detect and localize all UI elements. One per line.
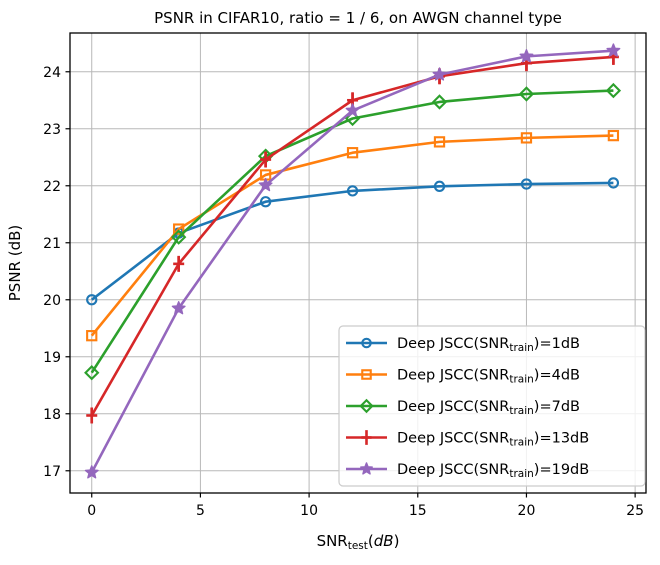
y-tick-label-21: 21 bbox=[43, 236, 61, 252]
y-tick-label-19: 19 bbox=[43, 350, 61, 366]
legend-entry-3: Deep JSCC(SNRtrain)=7dB bbox=[346, 398, 580, 417]
square-marker bbox=[173, 223, 185, 235]
x-axis-label-main: SNR bbox=[317, 532, 348, 550]
square-marker bbox=[346, 147, 359, 159]
circle-marker bbox=[361, 337, 372, 349]
square-marker bbox=[86, 330, 98, 342]
circle-marker bbox=[86, 294, 98, 306]
x-tick-label-10: 10 bbox=[300, 503, 318, 519]
series-19dB bbox=[84, 43, 621, 479]
axes-frame-layer bbox=[69, 32, 647, 494]
diamond-marker bbox=[170, 229, 187, 245]
y-tick-label-20: 20 bbox=[43, 293, 61, 309]
circle-marker bbox=[607, 177, 620, 189]
x-tick-label-0: 0 bbox=[87, 503, 96, 519]
circle-marker bbox=[520, 178, 533, 190]
star-marker bbox=[519, 49, 534, 63]
diamond-marker bbox=[84, 365, 100, 381]
y-tick-label-24: 24 bbox=[43, 65, 61, 81]
series-4dB bbox=[86, 129, 620, 342]
x-tick-label-25: 25 bbox=[626, 503, 644, 519]
legend-label: Deep JSCC(SNRtrain)=1dB bbox=[397, 336, 580, 354]
y-axis-label: PSNR (dB) bbox=[6, 225, 24, 302]
x-axis-label-close-paren: ) bbox=[394, 532, 400, 550]
star-marker bbox=[432, 67, 447, 81]
diamond-marker bbox=[359, 398, 374, 414]
circle-marker bbox=[259, 196, 272, 208]
star-marker bbox=[360, 462, 373, 475]
legend-entry-5: Deep JSCC(SNRtrain)=19dB bbox=[346, 462, 589, 480]
x-axis-label: SNRtest(dB) bbox=[317, 532, 400, 552]
diamond-marker bbox=[605, 82, 622, 99]
x-axis-label-sub: test bbox=[348, 540, 368, 552]
star-marker bbox=[345, 103, 360, 117]
legend-entry-1: Deep JSCC(SNRtrain)=1dB bbox=[346, 336, 580, 354]
star-marker bbox=[171, 301, 186, 315]
legend-label: Deep JSCC(SNRtrain)=7dB bbox=[397, 399, 580, 417]
legend-label: Deep JSCC(SNRtrain)=4dB bbox=[397, 368, 580, 386]
square-marker bbox=[607, 129, 620, 142]
series-layer bbox=[84, 43, 622, 479]
y-tick-label-17: 17 bbox=[43, 464, 61, 480]
axes-frame bbox=[69, 32, 647, 494]
x-tick-label-20: 20 bbox=[518, 503, 536, 519]
square-marker bbox=[433, 136, 446, 148]
series-line bbox=[90, 89, 614, 374]
y-tick-label-23: 23 bbox=[43, 122, 61, 138]
legend-label: Deep JSCC(SNRtrain)=19dB bbox=[397, 462, 589, 480]
chart-title: PSNR in CIFAR10, ratio = 1 / 6, on AWGN … bbox=[154, 9, 562, 27]
square-marker bbox=[520, 132, 533, 144]
legend-label: Deep JSCC(SNRtrain)=13dB bbox=[397, 431, 589, 449]
star-marker bbox=[84, 465, 99, 479]
x-axis-label-unit: dB bbox=[374, 532, 394, 550]
legend-entry-4: Deep JSCC(SNRtrain)=13dB bbox=[346, 430, 589, 449]
x-axis-label-open-paren: ( bbox=[368, 532, 374, 550]
star-marker bbox=[606, 43, 621, 57]
x-tick-label-5: 5 bbox=[196, 503, 205, 519]
tick-layer: 0 5 10 15 20 25 17 18 19 20 21 22 23 24 bbox=[43, 65, 644, 519]
circle-marker bbox=[433, 180, 446, 192]
star-marker bbox=[258, 177, 273, 192]
circle-marker bbox=[346, 185, 359, 197]
series-line bbox=[90, 134, 614, 337]
y-tick-label-22: 22 bbox=[43, 179, 61, 195]
legend-entry-2: Deep JSCC(SNRtrain)=4dB bbox=[346, 368, 580, 386]
diamond-marker bbox=[431, 94, 448, 110]
diamond-marker bbox=[518, 86, 535, 102]
square-marker bbox=[361, 369, 372, 380]
y-tick-label-18: 18 bbox=[43, 407, 61, 423]
legend: Deep JSCC(SNRtrain)=1dB Deep JSCC(SNRtrai… bbox=[338, 325, 646, 487]
x-tick-label-15: 15 bbox=[409, 503, 427, 519]
legend-box bbox=[338, 325, 646, 487]
